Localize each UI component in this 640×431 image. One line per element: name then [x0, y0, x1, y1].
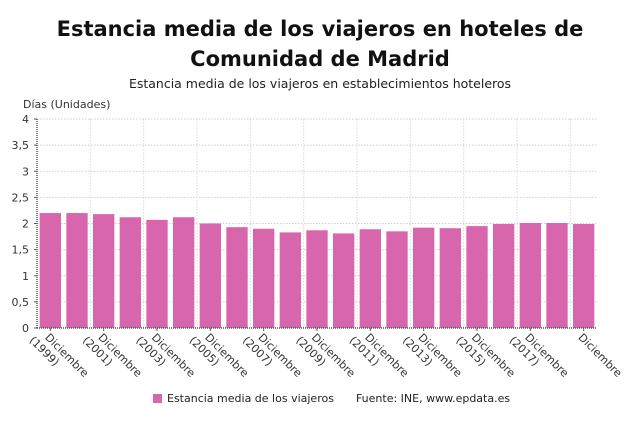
- bar: [413, 227, 435, 328]
- y-ticks: 0 0,5 1 1,5 2 2,5 3 3,5 4: [12, 113, 37, 335]
- x-tick-label: Diciembre(2009): [293, 331, 358, 380]
- x-tick-label: Diciembre(2011): [347, 331, 412, 380]
- x-tick-label: Diciembre(2007): [240, 331, 305, 380]
- bar: [146, 219, 168, 328]
- bar: [333, 233, 355, 328]
- x-tick-label: Diciembre(2005): [187, 331, 252, 380]
- chart-title: Estancia media de los viajeros en hotele…: [56, 17, 584, 71]
- y-tick-label: 1,5: [12, 244, 30, 257]
- bar: [439, 228, 461, 328]
- x-tick-label: Diciembre(1999): [27, 331, 92, 380]
- bar: [39, 213, 61, 328]
- y-tick-label: 3: [22, 165, 29, 178]
- bar: [199, 223, 221, 328]
- bar: [279, 232, 301, 328]
- bar: [546, 222, 568, 328]
- x-tick-label: Diciembre(2013): [400, 331, 465, 380]
- bar: [386, 231, 408, 328]
- bar: [306, 230, 328, 328]
- bar: [226, 227, 248, 328]
- bars: [39, 213, 595, 328]
- bar: [466, 226, 488, 328]
- legend-swatch: [153, 394, 162, 403]
- bar: [66, 213, 88, 328]
- bar: [119, 217, 141, 328]
- y-tick-label: 1: [22, 270, 29, 283]
- x-tick-label: Diciembre(2017): [507, 331, 572, 380]
- bar: [493, 224, 515, 328]
- x-tick-label-line1: Diciembre: [576, 331, 625, 380]
- x-tick-label: Diciembre: [576, 331, 625, 380]
- bar: [573, 224, 595, 328]
- y-tick-label: 0: [22, 322, 29, 335]
- y-tick-label: 0,5: [12, 296, 30, 309]
- legend: Estancia media de los viajeros Fuente: I…: [153, 392, 510, 405]
- x-tick-label: Diciembre(2015): [453, 331, 518, 380]
- y-tick-label: 4: [22, 113, 29, 126]
- y-axis-label: Días (Unidades): [23, 98, 111, 111]
- chart-subtitle: Estancia media de los viajeros en establ…: [128, 76, 512, 91]
- y-tick-label: 3,5: [12, 139, 30, 152]
- x-ticks: Diciembre(1999) Diciembre(2001) Diciembre(…: [27, 328, 625, 380]
- bar: [253, 228, 275, 328]
- bar: [359, 229, 381, 328]
- x-tick-label: Diciembre(2003): [133, 331, 198, 380]
- y-tick-label: 2: [22, 218, 29, 231]
- bar: [519, 222, 541, 328]
- legend-label: Estancia media de los viajeros: [167, 392, 334, 405]
- bar: [173, 217, 195, 328]
- y-tick-label: 2,5: [12, 191, 30, 204]
- bar: [93, 214, 115, 328]
- source-note: Fuente: INE, www.epdata.es: [355, 392, 511, 405]
- x-tick-label: Diciembre(2001): [80, 331, 145, 380]
